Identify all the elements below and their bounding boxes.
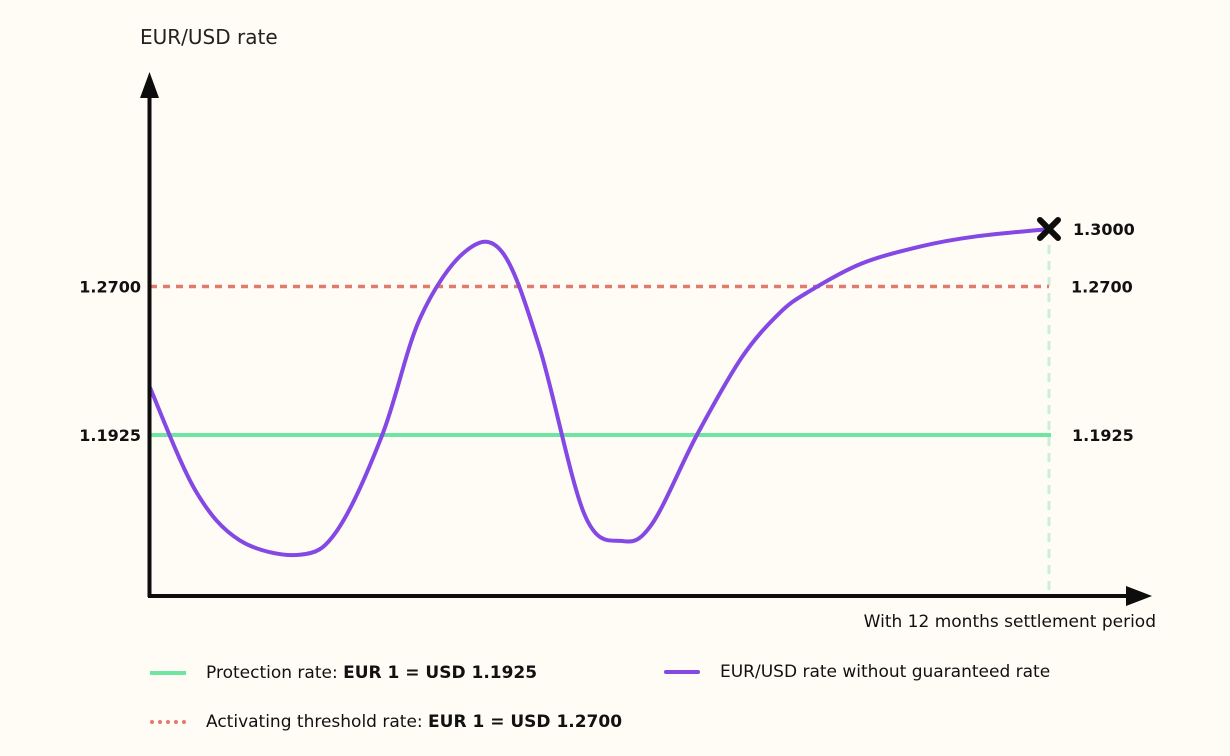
eurusd-rate-curve [148, 227, 1051, 558]
legend-value-protection: EUR 1 = USD 1.1925 [343, 663, 538, 683]
legend-prefix-protection: Protection rate: [206, 663, 344, 683]
legend-label-protection: Protection rate: EUR 1 = USD 1.1925 [206, 663, 537, 683]
legend-label-threshold: Activating threshold rate: EUR 1 = USD 1… [206, 712, 622, 732]
y-tick-label-protection: 1.1925 [79, 426, 141, 445]
end-label-threshold: 1.2700 [1071, 277, 1133, 296]
y-axis-title: EUR/USD rate [140, 25, 278, 49]
x-axis-arrow-icon [1126, 586, 1152, 606]
end-label-final-rate: 1.3000 [1073, 220, 1135, 239]
x-axis-title: With 12 months settlement period [864, 612, 1156, 632]
y-axis-arrow-icon [140, 72, 159, 98]
legend-swatch-rate [664, 670, 700, 674]
end-label-protection: 1.1925 [1072, 426, 1134, 445]
y-tick-label-threshold: 1.2700 [79, 277, 141, 296]
x-mark-icon [1037, 217, 1061, 241]
legend-swatch-protection [150, 671, 186, 675]
legend-value-threshold: EUR 1 = USD 1.2700 [428, 712, 623, 732]
legend-label-rate: EUR/USD rate without guaranteed rate [720, 662, 1051, 682]
legend-prefix-threshold: Activating threshold rate: [206, 712, 429, 732]
legend-item-threshold: Activating threshold rate: EUR 1 = USD 1… [150, 712, 622, 732]
legend-item-protection: Protection rate: EUR 1 = USD 1.1925 [150, 663, 537, 683]
legend-swatch-threshold [150, 720, 186, 724]
legend-item-rate: EUR/USD rate without guaranteed rate [664, 662, 1050, 682]
